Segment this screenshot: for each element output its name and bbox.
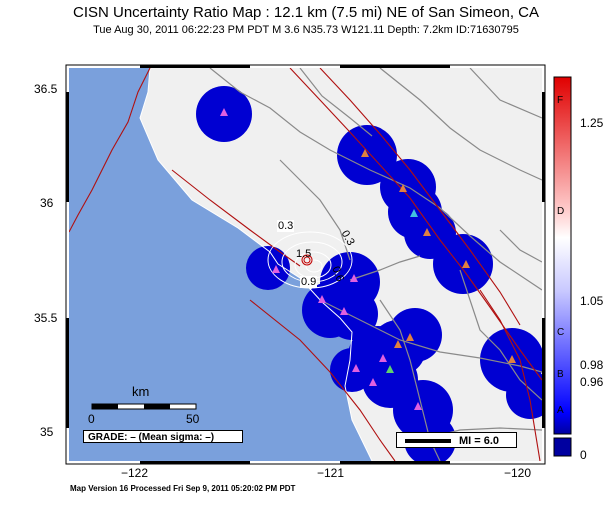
lat-label: 36.5	[34, 82, 58, 96]
grade-letter: C	[557, 327, 565, 338]
colorbar-value: 0	[580, 448, 587, 462]
station-marker	[272, 265, 280, 273]
epicenter-contours	[301, 254, 313, 266]
event-info: Tue Aug 30, 2011 06:22:23 PM PDT M 3.6 N…	[93, 24, 519, 36]
mi-legend-text: MI = 6.0	[459, 435, 500, 447]
scale-unit: km	[132, 384, 150, 399]
station-marker	[220, 108, 228, 116]
station-marker	[423, 228, 431, 236]
station-marker	[350, 274, 358, 282]
station-marker	[386, 365, 394, 373]
station-circle	[506, 371, 542, 419]
faults	[69, 68, 542, 461]
contour-label: 0.3	[277, 220, 295, 232]
station-marker	[340, 307, 348, 315]
station-marker	[399, 184, 407, 192]
lat-label: 35.5	[34, 311, 58, 325]
station-marker	[352, 364, 360, 372]
station-marker	[318, 295, 326, 303]
station-marker	[369, 378, 377, 386]
lon-label: −121	[317, 466, 345, 480]
station-marker	[414, 402, 422, 410]
lon-label: −122	[121, 466, 149, 480]
lon-label: −120	[504, 466, 532, 480]
ocean-area	[69, 68, 372, 461]
map-frame	[65, 64, 546, 465]
station-marker	[379, 354, 387, 362]
map-area	[69, 68, 542, 461]
mi-legend: MI = 6.0	[396, 432, 517, 448]
colorbar-value: 0.98	[580, 358, 604, 372]
station-marker	[410, 209, 418, 217]
grade-legend: GRADE: – (Mean sigma: –)	[83, 430, 243, 443]
lat-label: 36	[40, 196, 54, 210]
station-marker	[508, 355, 516, 363]
contour-label: 1.5	[296, 248, 312, 260]
scale-bar	[91, 403, 197, 410]
scale-tick: 0	[88, 412, 95, 426]
map-title: CISN Uncertainty Ratio Map : 12.1 km (7.…	[72, 4, 539, 21]
colorbar-value: 1.25	[580, 116, 604, 130]
station-circle	[433, 234, 493, 294]
station-marker	[406, 333, 414, 341]
footer-version: Map Version 16 Processed Fri Sep 9, 2011…	[70, 484, 296, 493]
grade-letter: B	[557, 369, 564, 380]
station-marker	[361, 149, 369, 157]
station-marker	[394, 340, 402, 348]
mi-legend-bar	[405, 439, 451, 443]
colorbar	[553, 76, 572, 457]
coastline	[139, 68, 373, 461]
contour-label: 0.9	[300, 276, 318, 288]
grade-letter: A	[557, 405, 564, 416]
scale-tick: 50	[186, 412, 200, 426]
grade-letter: D	[557, 206, 565, 217]
station-circle	[326, 288, 378, 340]
grade-letter: F	[557, 95, 564, 106]
colorbar-value: 0.96	[580, 375, 604, 389]
colorbar-value: 1.05	[580, 294, 604, 308]
station-marker	[462, 260, 470, 268]
lat-label: 35	[40, 425, 54, 439]
